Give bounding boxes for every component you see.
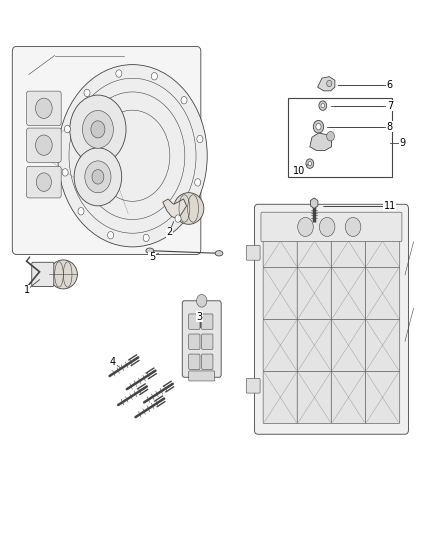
Circle shape	[74, 148, 122, 206]
Text: 5: 5	[149, 252, 155, 262]
Circle shape	[194, 179, 201, 186]
FancyBboxPatch shape	[27, 166, 61, 198]
Bar	[288, 98, 392, 177]
Circle shape	[35, 98, 52, 118]
FancyBboxPatch shape	[202, 334, 213, 349]
FancyBboxPatch shape	[254, 204, 408, 434]
Circle shape	[327, 132, 335, 141]
Text: 10: 10	[293, 166, 305, 175]
Circle shape	[91, 121, 105, 138]
Circle shape	[308, 161, 311, 166]
Polygon shape	[311, 198, 318, 208]
FancyBboxPatch shape	[263, 371, 297, 424]
Text: 7: 7	[387, 101, 393, 111]
Circle shape	[152, 72, 157, 80]
Text: 4: 4	[110, 358, 116, 367]
Circle shape	[306, 159, 314, 168]
Ellipse shape	[215, 251, 223, 256]
FancyBboxPatch shape	[365, 215, 400, 268]
FancyBboxPatch shape	[189, 371, 215, 381]
Ellipse shape	[146, 248, 154, 253]
Circle shape	[62, 169, 68, 176]
FancyBboxPatch shape	[202, 314, 213, 329]
Circle shape	[143, 234, 149, 241]
FancyBboxPatch shape	[263, 215, 297, 268]
FancyBboxPatch shape	[261, 212, 402, 241]
Circle shape	[92, 169, 104, 184]
FancyBboxPatch shape	[297, 371, 332, 424]
Circle shape	[175, 215, 181, 222]
FancyBboxPatch shape	[297, 319, 332, 372]
FancyBboxPatch shape	[32, 262, 54, 287]
Text: 8: 8	[387, 122, 393, 132]
FancyBboxPatch shape	[246, 378, 260, 393]
FancyBboxPatch shape	[263, 319, 297, 372]
FancyBboxPatch shape	[189, 334, 200, 349]
FancyBboxPatch shape	[202, 354, 213, 369]
Circle shape	[116, 70, 122, 77]
Polygon shape	[318, 77, 335, 91]
Circle shape	[327, 80, 332, 87]
Text: 6: 6	[387, 79, 393, 90]
Text: 2: 2	[166, 227, 173, 237]
FancyBboxPatch shape	[331, 267, 366, 319]
Circle shape	[298, 217, 313, 237]
Polygon shape	[310, 133, 332, 150]
FancyBboxPatch shape	[365, 371, 400, 424]
Text: 3: 3	[197, 312, 203, 321]
FancyBboxPatch shape	[27, 128, 61, 163]
Circle shape	[85, 161, 111, 193]
FancyBboxPatch shape	[246, 245, 260, 260]
Circle shape	[319, 101, 327, 110]
Circle shape	[108, 231, 114, 239]
Circle shape	[58, 64, 207, 247]
FancyBboxPatch shape	[297, 215, 332, 268]
FancyBboxPatch shape	[365, 267, 400, 319]
Circle shape	[181, 96, 187, 104]
Ellipse shape	[173, 192, 204, 224]
FancyBboxPatch shape	[182, 301, 221, 377]
Circle shape	[345, 217, 361, 237]
FancyBboxPatch shape	[12, 46, 201, 254]
Circle shape	[36, 173, 51, 191]
Ellipse shape	[49, 260, 78, 289]
FancyBboxPatch shape	[27, 91, 61, 125]
Circle shape	[316, 124, 321, 130]
Text: 11: 11	[384, 201, 396, 211]
FancyBboxPatch shape	[331, 319, 366, 372]
FancyBboxPatch shape	[297, 267, 332, 319]
Polygon shape	[163, 199, 187, 219]
Circle shape	[319, 217, 335, 237]
Circle shape	[197, 294, 207, 307]
Circle shape	[70, 95, 126, 164]
FancyBboxPatch shape	[189, 354, 200, 369]
Text: 9: 9	[400, 138, 406, 148]
Text: 1: 1	[24, 285, 30, 295]
Circle shape	[197, 135, 203, 143]
Circle shape	[82, 110, 113, 148]
Circle shape	[64, 125, 71, 133]
FancyBboxPatch shape	[331, 215, 366, 268]
FancyBboxPatch shape	[189, 314, 200, 329]
Circle shape	[313, 120, 324, 133]
Circle shape	[35, 135, 52, 155]
FancyBboxPatch shape	[331, 371, 366, 424]
Circle shape	[321, 103, 325, 108]
FancyBboxPatch shape	[365, 319, 400, 372]
Circle shape	[78, 207, 84, 215]
FancyBboxPatch shape	[263, 267, 297, 319]
Circle shape	[84, 89, 90, 96]
